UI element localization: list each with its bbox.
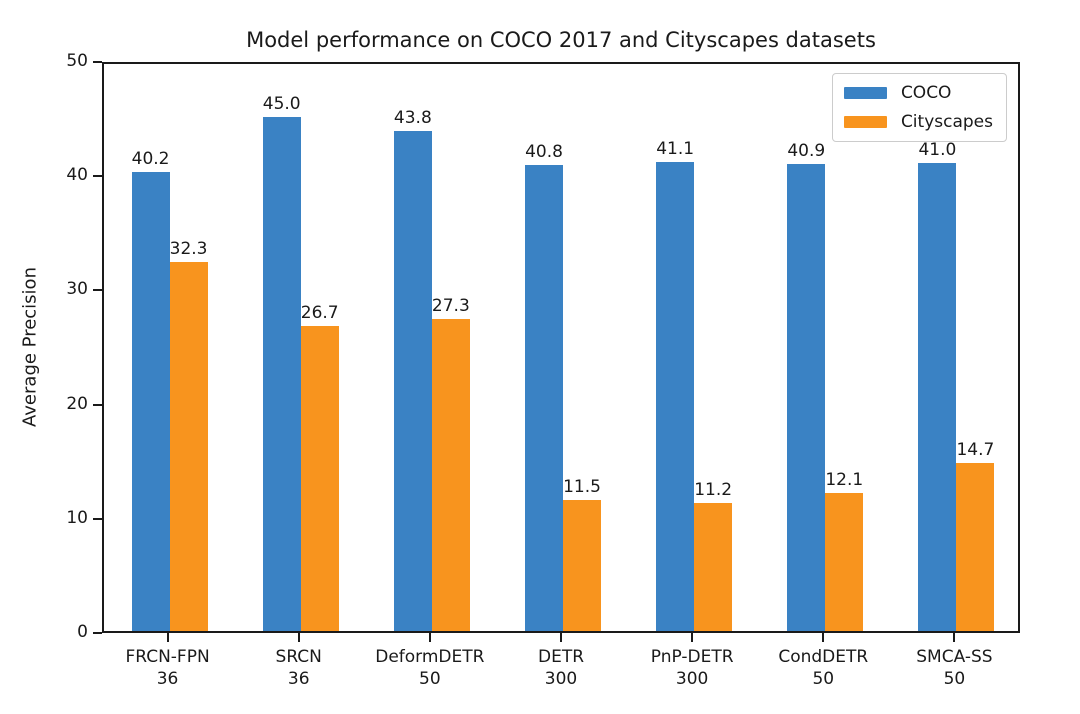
y-tick-mark bbox=[93, 632, 102, 634]
x-tick-model-name: FRCN-FPN bbox=[125, 647, 210, 667]
bar-coco-smca-ss bbox=[918, 162, 957, 631]
y-tick-label: 10 bbox=[66, 507, 88, 528]
plot-area: 40.2 32.3 45.0 26.7 43.8 27.3 40.8 11.5 41.1 11.2… bbox=[102, 62, 1020, 633]
x-tick-label-smca-ss: SMCA-SS 50 bbox=[874, 646, 1034, 690]
x-tick-model-name: CondDETR bbox=[778, 647, 869, 667]
bar-value-label: 14.7 bbox=[956, 440, 995, 461]
x-tick-epochs: 50 bbox=[419, 669, 441, 690]
x-tick-label-deformdetr: DeformDETR 50 bbox=[350, 646, 510, 690]
x-tick-epochs: 300 bbox=[675, 669, 709, 690]
bar-value-label: 41.0 bbox=[918, 139, 957, 160]
y-tick-label: 30 bbox=[66, 279, 88, 300]
x-tick-mark bbox=[953, 633, 956, 642]
x-tick-label-conddetr: CondDETR 50 bbox=[743, 646, 903, 690]
x-tick-mark bbox=[166, 633, 169, 642]
bar-coco-deformdetr bbox=[393, 130, 432, 631]
x-tick-epochs: 300 bbox=[544, 669, 578, 690]
x-tick-label-srcn: SRCN 36 bbox=[219, 646, 379, 690]
x-tick-model-name: DETR bbox=[537, 647, 585, 667]
legend-swatch-icon bbox=[843, 87, 887, 99]
bar-cityscapes-frcn-fpn bbox=[169, 262, 208, 631]
x-tick-model-name: PnP-DETR bbox=[650, 647, 734, 667]
bar-cityscapes-conddetr bbox=[825, 492, 864, 631]
bar-cityscapes-deformdetr bbox=[431, 319, 470, 631]
x-tick-epochs: 36 bbox=[287, 669, 310, 690]
x-tick-label-pnp-detr: PnP-DETR 300 bbox=[612, 646, 772, 690]
x-tick-label-frcn-fpn: FRCN-FPN 36 bbox=[88, 646, 248, 690]
bar-value-label: 43.8 bbox=[393, 107, 432, 128]
bar-coco-conddetr bbox=[787, 163, 826, 631]
x-tick-mark bbox=[297, 633, 300, 642]
x-tick-mark bbox=[560, 633, 562, 642]
bar-value-label: 32.3 bbox=[169, 239, 208, 260]
bar-value-label: 45.0 bbox=[262, 94, 301, 115]
bar-coco-srcn bbox=[262, 117, 301, 631]
legend-item-coco: COCO bbox=[843, 83, 993, 103]
x-tick-model-name: SRCN bbox=[275, 647, 322, 667]
bar-value-label: 11.5 bbox=[563, 476, 601, 497]
x-tick-model-name: DeformDETR bbox=[375, 647, 485, 667]
x-tick-mark bbox=[822, 633, 825, 642]
x-tick-epochs: 50 bbox=[812, 669, 835, 690]
y-tick-label: 50 bbox=[66, 51, 88, 71]
bar-cityscapes-pnp-detr bbox=[694, 503, 733, 631]
bar-value-label: 27.3 bbox=[431, 296, 470, 317]
bar-value-label: 11.2 bbox=[694, 480, 733, 501]
legend-label: Cityscapes bbox=[900, 112, 993, 132]
bar-value-label: 40.8 bbox=[525, 142, 563, 163]
bar-coco-pnp-detr bbox=[656, 161, 695, 631]
bar-value-label: 26.7 bbox=[300, 303, 339, 324]
y-tick-mark bbox=[93, 61, 102, 63]
bar-cityscapes-detr bbox=[563, 499, 601, 631]
bar-coco-detr bbox=[525, 165, 563, 631]
bar-value-label: 40.2 bbox=[131, 148, 170, 169]
x-tick-epochs: 50 bbox=[943, 669, 966, 690]
bar-value-label: 40.9 bbox=[787, 140, 826, 161]
legend-swatch-icon bbox=[843, 116, 887, 128]
legend-label: COCO bbox=[900, 83, 952, 103]
legend: COCO Cityscapes bbox=[831, 73, 1007, 142]
chart-title: Model performance on COCO 2017 and Citys… bbox=[246, 28, 876, 52]
bar-value-label: 41.1 bbox=[656, 138, 695, 159]
bar-cityscapes-srcn bbox=[300, 326, 339, 631]
y-tick-label: 0 bbox=[77, 622, 88, 642]
y-tick-label: 20 bbox=[66, 393, 88, 414]
y-tick-label: 40 bbox=[66, 165, 88, 186]
y-tick-mark bbox=[93, 517, 102, 520]
x-tick-model-name: SMCA-SS bbox=[916, 647, 993, 667]
x-tick-mark bbox=[428, 633, 431, 642]
y-tick-mark bbox=[93, 175, 102, 178]
bar-value-label: 12.1 bbox=[825, 469, 864, 490]
bar-cityscapes-smca-ss bbox=[956, 463, 995, 631]
y-tick-mark bbox=[93, 289, 102, 292]
y-tick-mark bbox=[93, 403, 102, 406]
legend-item-cityscapes: Cityscapes bbox=[843, 112, 993, 132]
x-tick-mark bbox=[691, 633, 694, 642]
x-tick-label-detr: DETR 300 bbox=[481, 646, 641, 690]
x-tick-epochs: 36 bbox=[156, 669, 179, 690]
bar-coco-frcn-fpn bbox=[131, 171, 170, 631]
